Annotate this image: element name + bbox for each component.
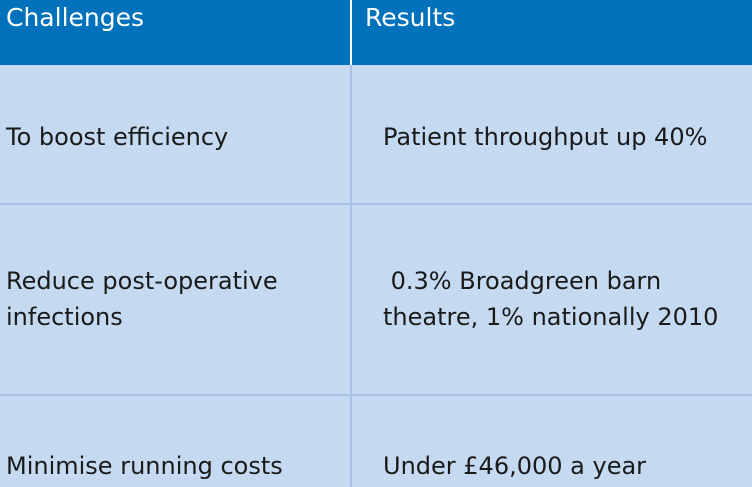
row-divider — [0, 394, 752, 396]
body-column-divider — [350, 65, 352, 487]
challenge-cell: Minimise running costs — [6, 452, 283, 480]
result-cell: 0.3% Broadgreen barn theatre, 1% nationa… — [383, 267, 719, 331]
header-challenges: Challenges — [6, 3, 145, 32]
challenge-cell: Reduce post-operative infections — [6, 267, 278, 331]
row-divider — [0, 203, 752, 205]
challenge-cell: To boost efficiency — [6, 123, 229, 151]
result-cell: Patient throughput up 40% — [383, 123, 708, 151]
table-header: Challenges Results — [0, 0, 752, 65]
header-column-divider — [350, 0, 352, 65]
result-cell: Under £46,000 a year — [383, 452, 647, 480]
header-results: Results — [365, 3, 456, 32]
